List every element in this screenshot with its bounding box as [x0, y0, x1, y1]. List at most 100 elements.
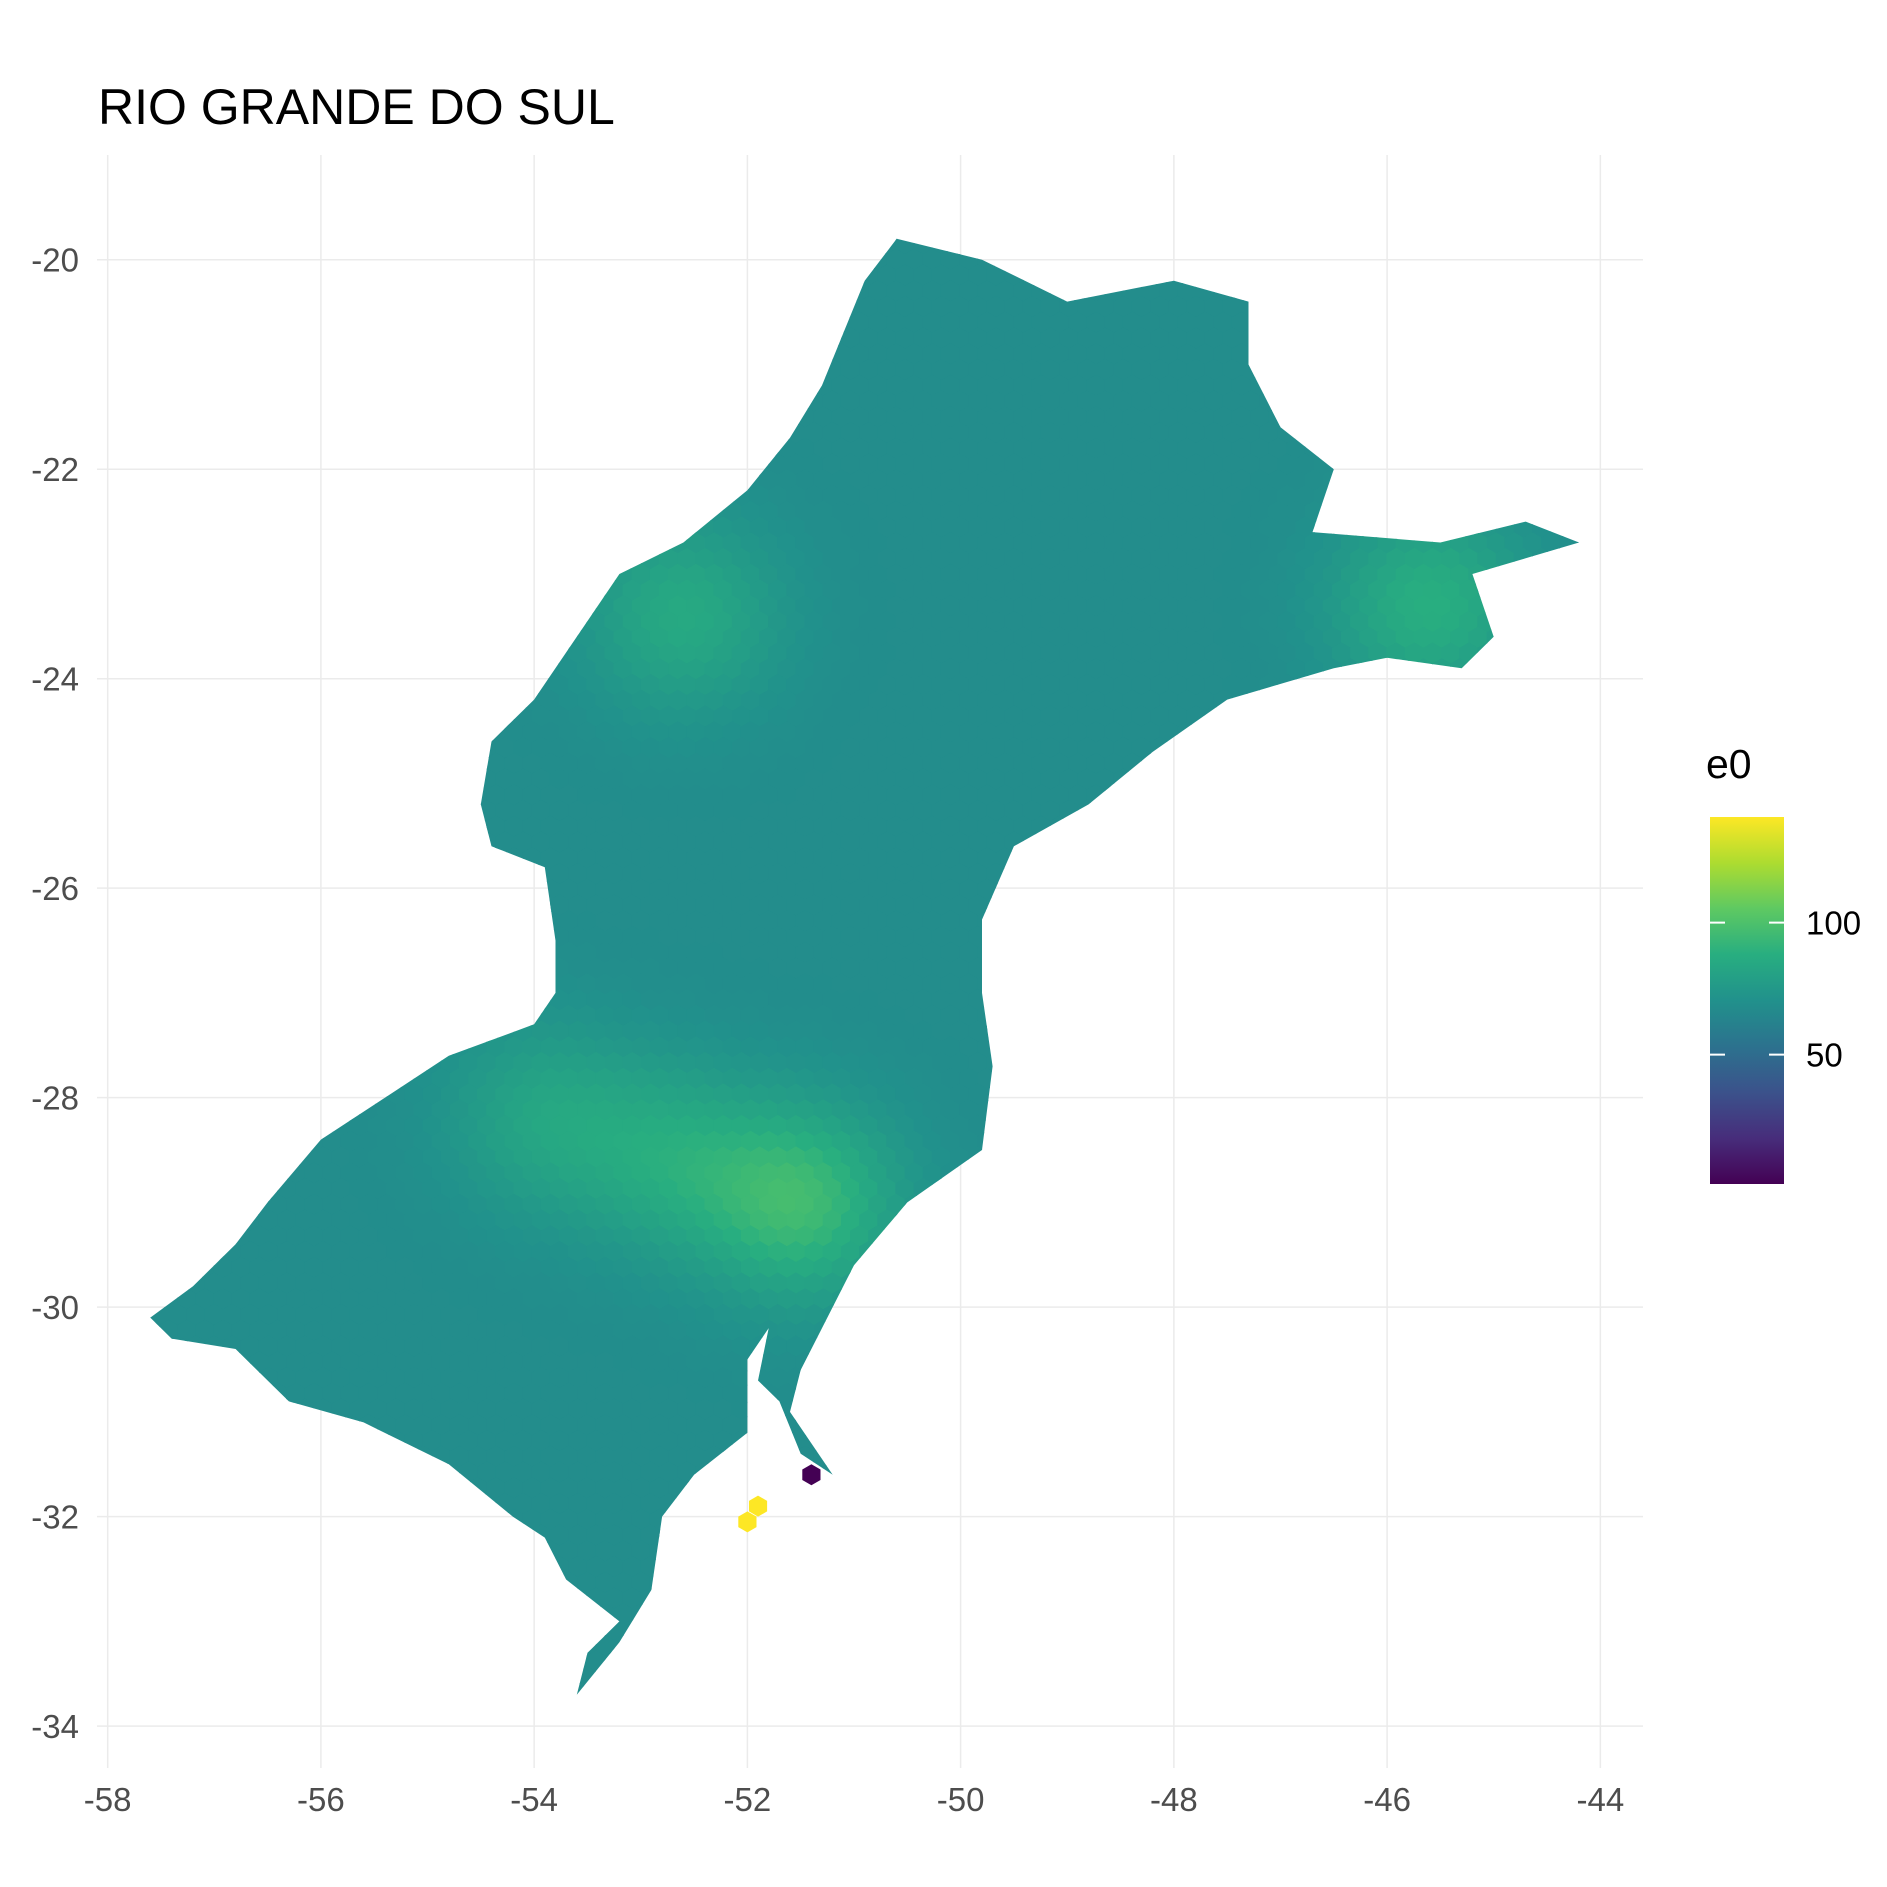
hex-cell: [286, 1130, 306, 1153]
hex-cell: [1486, 532, 1506, 555]
hex-cell: [195, 532, 215, 555]
hex-cell: [1550, 421, 1570, 445]
hex-cell: [449, 532, 470, 555]
hex-cell: [231, 500, 251, 523]
hex-cell: [859, 327, 879, 350]
hex-cell: [586, 736, 606, 760]
hex-cell: [1086, 500, 1106, 523]
hex-cell: [913, 610, 933, 634]
hex-cell: [177, 721, 197, 744]
hex-cell: [1077, 957, 1097, 980]
hex-cell: [1241, 736, 1261, 760]
hex-cell: [1195, 689, 1215, 712]
hex-cell: [1477, 736, 1497, 760]
hex-cell: [1422, 768, 1443, 791]
hex-cell: [258, 327, 279, 350]
hex-cell: [358, 973, 379, 996]
hex-cell: [986, 516, 1006, 539]
hex-cell: [1059, 238, 1079, 256]
hex-cell: [1268, 280, 1288, 303]
hex-cell: [413, 406, 433, 429]
hex-cell: [1304, 689, 1324, 712]
hex-cell: [1522, 658, 1543, 681]
hex-cell: [1513, 642, 1533, 665]
hex-cell: [1386, 1146, 1406, 1169]
hex-cell: [1095, 736, 1115, 760]
hex-cell: [977, 721, 997, 744]
hex-cell: [840, 327, 861, 350]
hex-cell: [150, 784, 160, 807]
hex-cell: [1059, 1051, 1079, 1075]
hex-cell: [713, 295, 733, 319]
hex-cell: [1222, 768, 1242, 791]
hex-cell: [1086, 1004, 1106, 1027]
hex-cell: [540, 626, 560, 649]
hex-cell: [1577, 500, 1579, 523]
hex-cell: [804, 484, 824, 508]
hex-cell: [1587, 296, 1606, 318]
hex-cell: [468, 437, 488, 460]
hex-cell: [1422, 1083, 1443, 1106]
hex-cell: [1077, 894, 1097, 917]
hex-cell: [486, 563, 506, 586]
hex-cell: [158, 1099, 179, 1122]
hex-cell: [1195, 311, 1215, 334]
hex-cell: [1086, 1067, 1106, 1090]
hex-cell: [1141, 878, 1161, 901]
hex-cell: [740, 721, 761, 744]
hex-cell: [613, 595, 633, 618]
hex-cell: [1259, 358, 1279, 382]
hex-cell: [1177, 941, 1197, 964]
hex-cell: [1213, 532, 1233, 555]
hex-cell: [1431, 1162, 1452, 1185]
hex-cell: [749, 610, 770, 634]
hex-cell: [258, 358, 279, 382]
hex-cell: [1141, 1067, 1161, 1090]
hex-cell: [1104, 595, 1124, 618]
hex-cell: [713, 547, 733, 571]
hex-cell: [1441, 736, 1461, 760]
hex-cell: [1495, 894, 1515, 917]
hex-cell: [1504, 910, 1524, 933]
hex-cell: [1322, 1067, 1342, 1090]
hex-cell: [704, 595, 724, 618]
hex-cell: [258, 264, 279, 287]
hex-cell: [358, 1004, 379, 1027]
hex-cell: [358, 941, 379, 964]
hex-cell: [522, 532, 542, 555]
hex-cell: [277, 705, 297, 728]
hex-cell: [1150, 358, 1170, 382]
hex-cell: [931, 610, 951, 634]
hex-cell: [1004, 1114, 1024, 1138]
hex-cell: [177, 500, 197, 523]
hex-cell: [1504, 469, 1524, 492]
hex-cell: [1541, 311, 1561, 334]
hex-cell: [1031, 941, 1052, 964]
hex-cell: [1322, 311, 1342, 334]
hex-cell: [1304, 1004, 1324, 1027]
hex-cell: [549, 358, 570, 382]
hex-cell: [249, 784, 269, 807]
hex-cell: [1213, 311, 1233, 334]
hex-cell: [1422, 579, 1443, 602]
hex-cell: [395, 343, 415, 366]
hex-cell: [868, 374, 888, 397]
hex-cell: [931, 484, 951, 508]
hex-cell: [995, 1036, 1015, 1059]
hex-cell: [1277, 957, 1297, 980]
hex-cell: [277, 327, 297, 350]
hex-cell: [1404, 547, 1424, 571]
hex-cell: [358, 689, 379, 712]
hex-cell: [477, 547, 497, 571]
hex-cell: [1077, 327, 1097, 350]
hex-cell: [1059, 988, 1079, 1012]
hex-cell: [668, 311, 688, 334]
hex-cell: [213, 595, 233, 618]
hex-cell: [904, 469, 924, 492]
hex-cell: [831, 469, 851, 492]
hex-cell: [559, 689, 579, 712]
hex-cell: [422, 547, 442, 571]
hex-cell: [1422, 610, 1443, 634]
hex-cell: [1159, 847, 1179, 870]
hex-cell: [568, 705, 588, 728]
